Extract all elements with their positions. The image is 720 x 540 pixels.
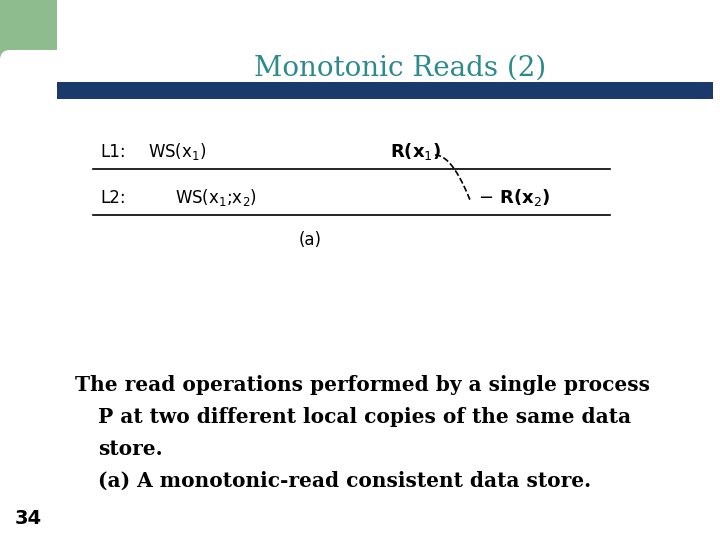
FancyBboxPatch shape [0,50,700,540]
Text: L1:: L1: [100,143,125,161]
Text: (a): (a) [299,231,322,249]
Text: L2:: L2: [100,189,125,207]
Bar [57,82,713,99]
Text: Monotonic Reads (2): Monotonic Reads (2) [254,55,546,82]
Text: $-$ R(x$_2$): $-$ R(x$_2$) [478,187,551,208]
Text: 34: 34 [14,509,42,528]
Text: R(x$_1$): R(x$_1$) [390,141,441,163]
Bar [0,180,57,540]
Text: store.: store. [98,439,163,459]
Text: (a) A monotonic-read consistent data store.: (a) A monotonic-read consistent data sto… [98,471,591,491]
Text: WS(x$_1$;x$_2$): WS(x$_1$;x$_2$) [175,187,257,208]
Text: The read operations performed by a single process: The read operations performed by a singl… [75,375,650,395]
Text: WS(x$_1$): WS(x$_1$) [148,141,207,163]
Bar [0,0,57,200]
Text: P at two different local copies of the same data: P at two different local copies of the s… [98,407,631,427]
